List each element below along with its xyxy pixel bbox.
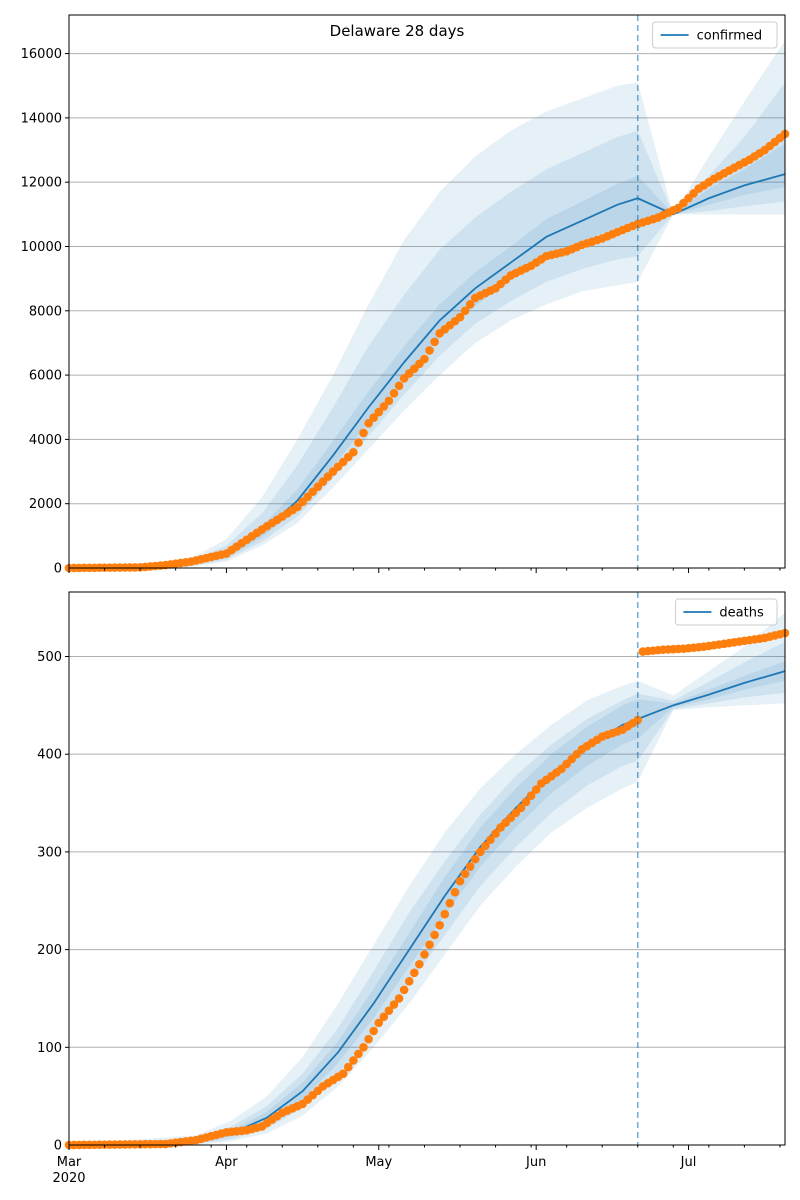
y-tick-label: 400 (37, 748, 62, 763)
observed-point (384, 1006, 394, 1015)
observed-point (491, 829, 500, 838)
observed-point (460, 306, 470, 316)
observed-point (430, 930, 439, 940)
observed-point (379, 1012, 389, 1022)
x-tick-label: Jul (680, 1155, 697, 1170)
observed-point (384, 396, 394, 406)
legend-box (674, 598, 778, 626)
observed-point (430, 337, 439, 347)
x-tick-label: Apr (215, 1155, 238, 1170)
x-tick-label: Mar (57, 1155, 82, 1170)
plot-frame (68, 14, 786, 569)
observed-point (394, 381, 404, 391)
observed-point (369, 413, 378, 422)
uncertainty-band (69, 641, 785, 1145)
y-tick-label: 300 (37, 845, 62, 860)
observed-point (521, 797, 531, 807)
uncertainty-band (69, 40, 785, 568)
observed-point (379, 402, 389, 411)
observed-point (394, 994, 404, 1003)
observed-point (486, 835, 495, 844)
chart-title: Delaware 28 days (330, 22, 465, 40)
observed-point (450, 887, 460, 897)
y-tick-label: 0 (54, 562, 62, 577)
observed-point (338, 1069, 348, 1078)
observed-point (364, 419, 373, 428)
y-tick-label: 500 (37, 650, 62, 665)
observed-point (425, 940, 434, 950)
observed-point (460, 869, 470, 879)
observed-point (455, 876, 465, 886)
observed-point (526, 791, 536, 801)
observed-point (415, 959, 424, 969)
observed-point (435, 920, 444, 930)
observed-point (420, 354, 429, 364)
observed-point (440, 909, 450, 919)
confirmed-panel: Delaware 28 days 0 2000 4000 6000 8000 10000 1… (21, 14, 790, 577)
y-tick-label: 4000 (29, 433, 62, 448)
y-tick-label: 0 (54, 1139, 62, 1154)
observed-point (349, 447, 358, 457)
observed-point (465, 862, 475, 871)
observed-point (531, 785, 541, 794)
observed-point (369, 1026, 378, 1036)
legend-label: confirmed (697, 29, 763, 44)
observed-point (389, 1000, 399, 1009)
plot-frame (68, 591, 786, 1146)
y-tick-label: 16000 (21, 47, 62, 62)
x-tick-label: May (365, 1155, 392, 1170)
observed-point (516, 803, 526, 813)
observed-point (389, 389, 399, 398)
observed-point (633, 715, 643, 725)
observed-point (425, 346, 434, 355)
observed-point (349, 1056, 358, 1065)
observed-point (374, 1018, 384, 1028)
observed-point (364, 1034, 373, 1044)
y-tick-label: 12000 (21, 176, 62, 191)
model-line (68, 670, 786, 1146)
observed-point (420, 950, 429, 959)
deaths-panel: 2020 0 100 200 300 400 500 Mar Apr May Jun Jul deat… (37, 591, 790, 1186)
observed-point (455, 312, 465, 322)
observed-point (465, 300, 475, 309)
observed-point (476, 847, 485, 857)
observed-point (354, 1049, 363, 1059)
observed-point (410, 968, 419, 978)
y-tick-label: 10000 (21, 240, 62, 255)
legend-label: deaths (719, 606, 764, 621)
x-tick-label: Jun (525, 1155, 546, 1170)
observed-point (343, 1062, 353, 1072)
observed-point (354, 438, 363, 447)
y-tick-label: 14000 (21, 111, 62, 126)
legend-box (652, 21, 778, 49)
observed-point (481, 841, 490, 851)
observed-point (445, 898, 455, 908)
x-year-label: 2020 (52, 1171, 85, 1186)
y-tick-label: 8000 (29, 304, 62, 319)
observed-point (374, 407, 384, 417)
uncertainty-band (69, 612, 785, 1145)
y-tick-label: 2000 (29, 497, 62, 512)
y-tick-label: 200 (37, 943, 62, 958)
observed-point (399, 985, 409, 995)
y-tick-label: 6000 (29, 369, 62, 384)
observed-point (470, 854, 480, 864)
observed-point (359, 428, 368, 438)
observed-point (404, 977, 414, 986)
uncertainty-band (69, 82, 785, 568)
observed-point (359, 1042, 368, 1052)
y-tick-label: 100 (37, 1041, 62, 1056)
